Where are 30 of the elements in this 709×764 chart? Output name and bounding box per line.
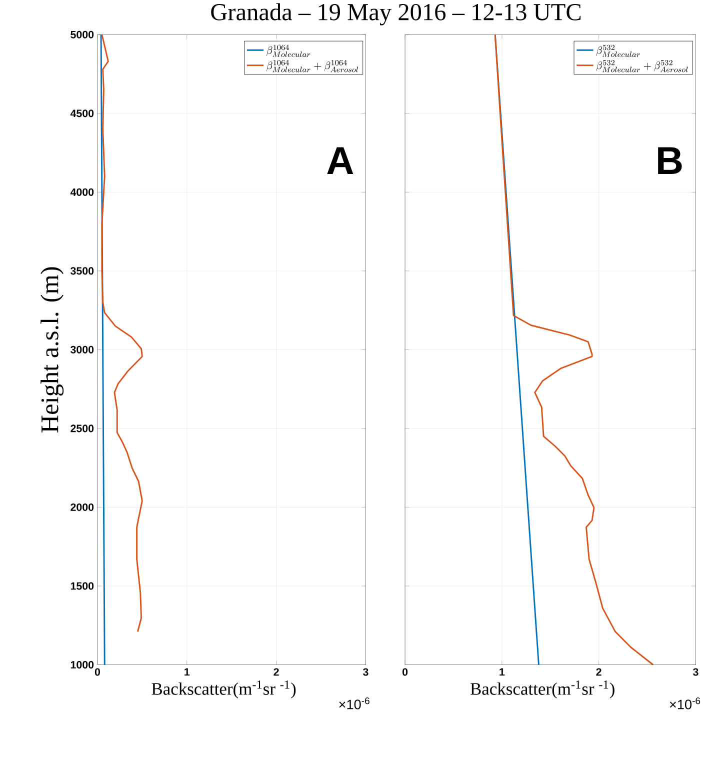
y-tick-label: 1000 [70,660,94,669]
line-series [101,34,143,632]
x-tick-label: 0 [402,668,408,676]
legend-label: $\beta^{532}_{Molecular}$ [596,44,640,58]
y-tick-label: 5000 [70,30,94,38]
chart-title: Granada – 19 May 2016 – 12-13 UTC [211,3,580,26]
legend-label: $\beta^{1064}_{Molecular}+\beta^{1064}_{Aerosol}$ [266,60,358,72]
legend-label: $\beta^{1064}_{Molecular}$ [266,44,310,58]
x-tick-label: 2 [596,668,602,676]
x-tick-label: 3 [692,668,698,676]
y-tick-label: 3500 [70,267,94,275]
y-tick-label: 2000 [70,503,94,511]
y-tick-label: 4000 [70,188,94,196]
y-tick-label: 2500 [70,424,94,432]
y-tick-label: 1500 [70,582,94,590]
x-axis-title: Backscatter(m$^{-1}$sr $^{-1}$) [152,680,296,698]
text: ×10$^{-6}$ [339,697,370,710]
x-tick-label: 2 [274,668,279,676]
y-tick-label: 4500 [70,110,94,118]
annotation: B [658,147,682,174]
x-tick-label: 3 [362,668,368,676]
y-tick-label: 3000 [70,346,94,354]
legend-label: $\beta^{532}_{Molecular}+\beta^{532}_{Aerosol}$ [596,60,688,72]
x-tick-label: 0 [94,668,100,676]
annotation: A [327,147,354,174]
text: ×10$^{-6}$ [670,697,700,710]
y-axis-title: Height a.s.l. (m) [40,267,64,432]
x-tick-label: 1 [500,668,505,676]
x-axis-title: Backscatter(m$^{-1}$sr $^{-1}$) [470,680,614,698]
x-tick-label: 1 [184,668,190,676]
